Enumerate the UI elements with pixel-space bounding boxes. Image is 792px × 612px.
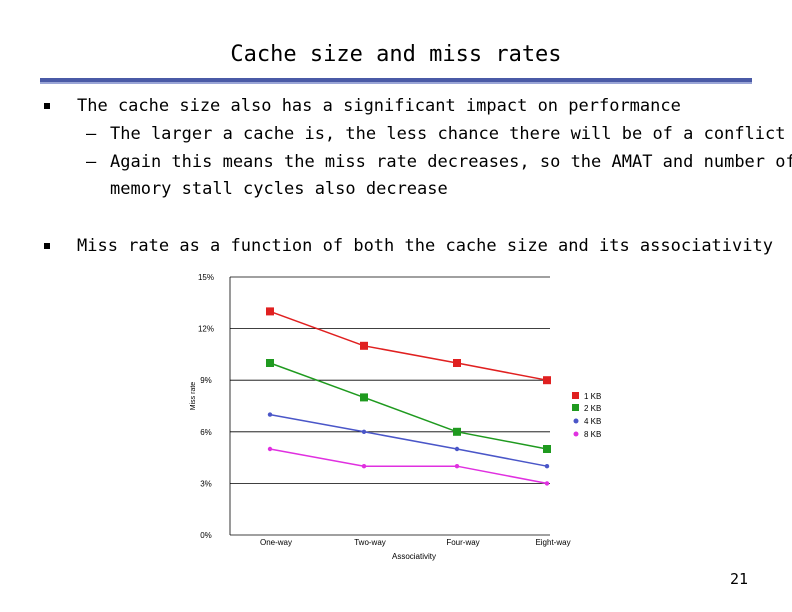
title-rule <box>40 78 752 84</box>
data-point <box>453 427 461 436</box>
data-point <box>361 429 367 434</box>
legend-marker <box>572 392 579 399</box>
series-line <box>269 362 548 450</box>
data-point <box>267 412 273 417</box>
y-tick-label: 0% <box>200 531 212 540</box>
sub-bullet-larger-cache: The larger a cache is, the less chance t… <box>110 124 786 144</box>
bullet-marker <box>44 103 50 109</box>
data-point <box>266 307 274 316</box>
bullet-cache-size: The cache size also has a significant im… <box>77 96 681 116</box>
data-point <box>544 464 550 469</box>
sub-bullet-miss-rate-line2: memory stall cycles also decrease <box>110 179 448 199</box>
data-point <box>543 445 551 453</box>
series-line <box>269 413 548 467</box>
x-tick-label: Two-way <box>354 538 386 547</box>
x-axis-label: Associativity <box>392 552 436 561</box>
data-point <box>544 481 550 486</box>
data-point <box>360 341 368 350</box>
legend-marker <box>573 418 579 424</box>
dash-marker: – <box>86 152 97 172</box>
data-point <box>266 359 274 367</box>
legend-label: 1 KB <box>584 392 601 401</box>
data-point <box>454 446 460 452</box>
legend-marker <box>572 404 579 411</box>
y-axis-label: Miss rate <box>190 382 197 411</box>
y-tick-label: 6% <box>200 428 212 437</box>
data-point <box>453 359 461 367</box>
legend-label: 2 KB <box>584 404 601 413</box>
x-tick-label: Eight-way <box>535 538 570 547</box>
bullet-miss-rate-function: Miss rate as a function of both the cach… <box>77 236 773 256</box>
x-tick-label: Four-way <box>446 538 479 547</box>
series-line <box>269 448 548 485</box>
x-tick-label: One-way <box>260 538 292 547</box>
bullet-marker <box>44 243 50 249</box>
data-point <box>360 393 368 402</box>
sub-bullet-miss-rate-line1: Again this means the miss rate decreases… <box>110 152 792 172</box>
series-line <box>269 310 548 381</box>
data-point <box>543 376 551 385</box>
data-point <box>361 464 367 469</box>
legend-marker <box>573 431 579 437</box>
dash-marker: – <box>86 124 97 144</box>
data-point <box>454 464 460 469</box>
y-tick-label: 15% <box>198 273 214 282</box>
legend-label: 8 KB <box>584 430 601 439</box>
y-tick-label: 12% <box>198 325 214 334</box>
slide-title: Cache size and miss rates <box>230 42 562 67</box>
y-tick-label: 3% <box>200 479 212 488</box>
legend-label: 4 KB <box>584 417 601 426</box>
page-number: 21 <box>729 570 748 588</box>
data-point <box>267 446 273 452</box>
y-tick-label: 9% <box>200 376 212 385</box>
